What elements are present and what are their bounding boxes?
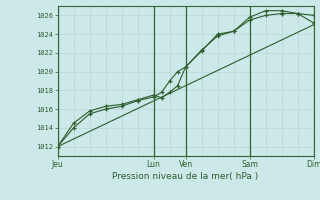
X-axis label: Pression niveau de la mer( hPa ): Pression niveau de la mer( hPa ) [112,172,259,181]
